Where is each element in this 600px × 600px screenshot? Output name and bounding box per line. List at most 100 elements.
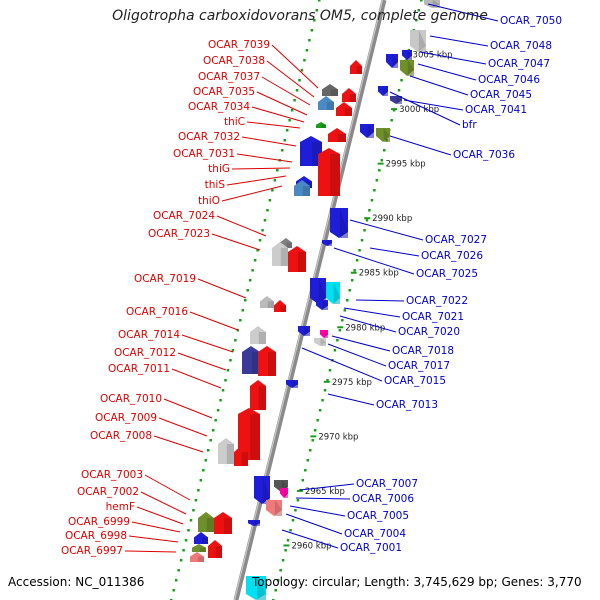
gene-OCAR_7002 bbox=[214, 512, 232, 534]
accession-text: Accession: NC_011386 bbox=[8, 575, 145, 589]
gene-shade bbox=[254, 520, 260, 526]
gene-OCAR_7023b bbox=[288, 246, 306, 272]
gene-OCAR_7039 bbox=[350, 60, 362, 74]
gene-label: OCAR_7022 bbox=[406, 295, 468, 307]
gene-shade bbox=[215, 546, 222, 558]
tick-dot bbox=[281, 559, 285, 562]
leader-line bbox=[171, 368, 222, 389]
gene-label: OCAR_7048 bbox=[490, 40, 552, 52]
tick-dot bbox=[363, 229, 366, 232]
gene-label: hemF bbox=[106, 501, 135, 513]
tick-dot bbox=[375, 179, 379, 182]
leader-line bbox=[419, 51, 487, 65]
gene-shade bbox=[322, 300, 328, 310]
tick-dot bbox=[293, 99, 296, 102]
gene-label: OCAR_7010 bbox=[100, 393, 162, 405]
gene-label: OCAR_7002 bbox=[77, 486, 139, 498]
gene-shade bbox=[392, 54, 398, 68]
leader-line bbox=[189, 311, 239, 331]
gene-shade bbox=[324, 330, 328, 338]
gene-label: OCAR_7004 bbox=[344, 528, 406, 540]
gene-features bbox=[190, 0, 440, 600]
gene-shade bbox=[396, 96, 402, 104]
gene-shade bbox=[349, 94, 356, 102]
leader-line bbox=[241, 136, 297, 147]
gene-label: OCAR_7046 bbox=[478, 74, 540, 86]
tick-dot bbox=[321, 399, 324, 402]
gene-label: OCAR_7041 bbox=[465, 104, 527, 116]
gene-label: OCAR_7017 bbox=[388, 360, 450, 372]
gene-shade bbox=[241, 452, 248, 466]
gene-OCAR_7021 bbox=[326, 282, 340, 304]
gene-label: OCAR_7036 bbox=[453, 149, 515, 161]
tick-dot bbox=[311, 439, 314, 442]
gene-shade bbox=[267, 352, 276, 376]
tick-dot bbox=[244, 299, 247, 302]
kbp-tick-label: 2985 kbp bbox=[359, 269, 399, 279]
tick-dot bbox=[248, 279, 252, 282]
leader-line bbox=[163, 398, 213, 419]
gene-shade bbox=[258, 332, 266, 344]
leader-line bbox=[261, 76, 311, 106]
gene-shade bbox=[280, 248, 288, 266]
leader-line bbox=[266, 60, 315, 98]
map-title: Oligotropha carboxidovorans OM5, complet… bbox=[112, 8, 488, 24]
tick-dot bbox=[216, 409, 220, 412]
gene-shade bbox=[280, 305, 286, 312]
tick-dot bbox=[294, 509, 297, 512]
tick-dot bbox=[295, 89, 299, 92]
gene-OCAR_7001 bbox=[248, 520, 260, 526]
gene-shade bbox=[418, 30, 426, 52]
gene-shade bbox=[321, 124, 326, 128]
tick-dot bbox=[202, 469, 205, 472]
tick-dot bbox=[353, 269, 356, 272]
label-leader-lines bbox=[124, 3, 499, 553]
tick-dot bbox=[365, 219, 369, 222]
tick-dot bbox=[279, 569, 282, 572]
gene-OCAR_7011 bbox=[250, 380, 266, 410]
gene-label: OCAR_7001 bbox=[340, 542, 402, 554]
tick-dot bbox=[253, 259, 257, 262]
gene-shade bbox=[304, 326, 310, 336]
gene-shade bbox=[257, 576, 266, 600]
gene-shade bbox=[302, 186, 310, 196]
gene-OCAR_7003 bbox=[198, 512, 214, 532]
tick-dot bbox=[288, 119, 291, 122]
leader-line bbox=[301, 347, 383, 382]
tick-dot bbox=[318, 0, 321, 2]
gene-label: OCAR_7037 bbox=[198, 71, 260, 83]
gene-hemF bbox=[194, 532, 208, 544]
gene-shade bbox=[286, 242, 292, 248]
gene-OCAR_7037 bbox=[342, 88, 356, 102]
tick-dot bbox=[315, 9, 319, 12]
gene-shade bbox=[327, 240, 332, 246]
tick-dot bbox=[383, 149, 386, 152]
gene-label: OCAR_7013 bbox=[376, 399, 438, 411]
gene-OCAR_7014 bbox=[242, 346, 260, 374]
tick-dot bbox=[370, 199, 374, 202]
tick-dot bbox=[258, 239, 262, 242]
tick-dot bbox=[360, 239, 364, 242]
tick-dot bbox=[224, 379, 227, 382]
tick-dot bbox=[286, 539, 290, 542]
leader-line bbox=[409, 75, 469, 96]
gene-label: bfr bbox=[462, 119, 477, 131]
gene-label: OCAR_7015 bbox=[384, 375, 446, 387]
kbp-tick-label: 2980 kbp bbox=[345, 323, 385, 333]
leader-line bbox=[236, 153, 293, 163]
scale-ticks: 3005 kbp 3000 kbp 2995 kbp 2990 kbp 2985 kbp… bbox=[283, 51, 453, 551]
gene-label: OCAR_6999 bbox=[68, 516, 130, 528]
gene-label: OCAR_7027 bbox=[425, 234, 487, 246]
tick-dot bbox=[346, 299, 349, 302]
gene-labels: OCAR_7039 OCAR_7038 OCAR_7037 OCAR_7035 OCAR… bbox=[61, 15, 562, 557]
gene-shade bbox=[356, 66, 362, 74]
tick-dot bbox=[221, 389, 225, 392]
gene-shade bbox=[383, 86, 388, 96]
gene-OCAR_7007 bbox=[254, 476, 270, 504]
gene-shade bbox=[274, 500, 282, 516]
gene-shade bbox=[251, 352, 260, 374]
gene-OCAR_6999 bbox=[192, 544, 206, 552]
gene-label: OCAR_7038 bbox=[203, 55, 265, 67]
tick-dot bbox=[284, 549, 287, 552]
genome-summary-text: Topology: circular; Length: 3,745,629 bp… bbox=[252, 575, 582, 589]
